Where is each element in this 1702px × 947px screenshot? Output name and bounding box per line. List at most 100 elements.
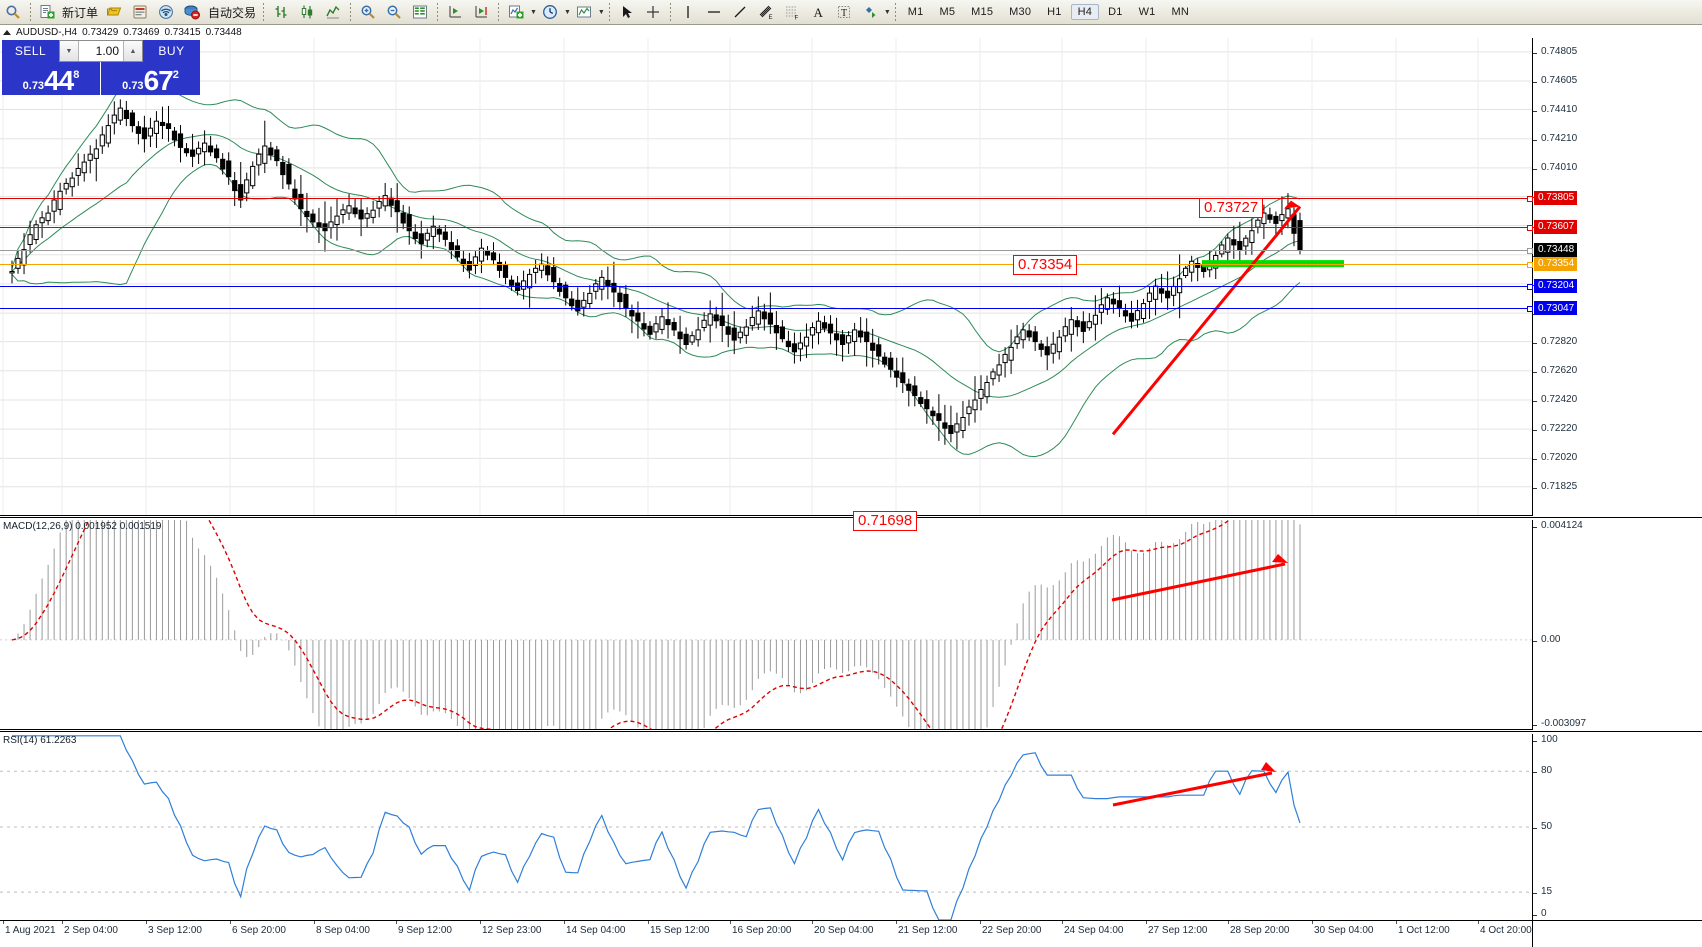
price-annotation[interactable]: 0.71698 — [853, 511, 918, 531]
new-order-icon[interactable] — [35, 1, 59, 23]
equidistant-channel-icon[interactable]: E — [753, 1, 779, 23]
price-level-handle[interactable] — [1527, 224, 1533, 231]
rsi-tick-label: 50 — [1541, 821, 1553, 832]
price-tag[interactable]: 0.73607 — [1534, 219, 1578, 234]
macd-tick: -0.003097 — [1533, 718, 1586, 729]
fibonacci-retracement-icon[interactable]: F — [779, 1, 805, 23]
sell-price-main: 44 — [44, 65, 74, 96]
volume-stepper[interactable]: ▼ 1.00 ▲ — [59, 40, 143, 62]
price-annotation[interactable]: 0.73727 — [1199, 198, 1264, 218]
volume-value[interactable]: 1.00 — [95, 44, 119, 58]
timeframe-button-m30[interactable]: M30 — [1009, 6, 1032, 18]
vertical-line-icon[interactable] — [675, 1, 701, 23]
time-axis-label: 2 Sep 04:00 — [64, 925, 118, 936]
timeframe-button-m15[interactable]: M15 — [971, 6, 994, 18]
timeframe-button-h4[interactable]: H4 — [1070, 4, 1100, 20]
timeframe-button-mn[interactable]: MN — [1171, 6, 1189, 18]
time-axis-label: 9 Sep 12:00 — [398, 925, 452, 936]
price-level-handle[interactable] — [1527, 261, 1533, 268]
price-level-line[interactable] — [0, 247, 1533, 254]
macd-pane[interactable] — [0, 520, 1532, 730]
shapes-icon[interactable] — [857, 1, 883, 23]
toolbar-group-scroll — [442, 0, 494, 25]
price-level-handle[interactable] — [1527, 247, 1533, 254]
timeframe-button-h1[interactable]: H1 — [1047, 6, 1062, 18]
price-tag[interactable]: 0.73354 — [1534, 256, 1578, 271]
price-level-line[interactable] — [0, 195, 1533, 202]
timeframe-button-w1[interactable]: W1 — [1138, 6, 1156, 18]
candlestick-chart-icon[interactable] — [294, 1, 320, 23]
ohlc-high: 0.73469 — [123, 26, 160, 38]
price-tag[interactable]: 0.73204 — [1534, 278, 1578, 293]
one-click-trading-panel: SELL ▼ 1.00 ▲ BUY 0.73 44 8 0.73 67 2 — [2, 40, 200, 95]
price-tag[interactable]: 0.73047 — [1534, 301, 1578, 316]
cursor-icon[interactable] — [614, 1, 640, 23]
rsi-scale[interactable]: 100 80 50 15 0 — [1532, 734, 1702, 920]
crosshair-icon[interactable] — [640, 1, 666, 23]
time-tick — [1478, 921, 1479, 924]
collapse-triangle-icon[interactable] — [3, 29, 11, 35]
auto-scroll-icon[interactable] — [442, 1, 468, 23]
price-level-handle[interactable] — [1527, 306, 1533, 313]
rsi-pane[interactable] — [0, 734, 1532, 920]
horizontal-line-icon[interactable] — [701, 1, 727, 23]
price-level-line[interactable] — [0, 306, 1533, 313]
zoom-in-icon[interactable] — [355, 1, 381, 23]
volume-increase-icon[interactable]: ▲ — [123, 41, 142, 61]
add-indicator-icon[interactable] — [503, 1, 529, 23]
price-level-handle[interactable] — [1527, 283, 1533, 290]
autotrading-icon[interactable] — [179, 1, 205, 23]
sell-button[interactable]: SELL — [2, 40, 59, 62]
templates-icon[interactable] — [571, 1, 597, 23]
price-scale[interactable]: 0.74805 0.74605 0.74410 0.74210 0.74010 0.738… — [1532, 38, 1702, 516]
price-tick: 0.72420 — [1533, 394, 1577, 405]
price-tick-label: 0.74805 — [1541, 45, 1578, 57]
pane-divider-rsi[interactable] — [0, 729, 1702, 732]
time-axis-label: 16 Sep 20:00 — [732, 925, 792, 936]
time-axis-label: 21 Sep 12:00 — [898, 925, 958, 936]
signal-icon[interactable] — [153, 1, 179, 23]
svg-text:E: E — [768, 15, 772, 20]
price-tag[interactable]: 0.73448 — [1534, 242, 1578, 257]
search-icon[interactable] — [0, 1, 26, 23]
text-label-icon[interactable]: T — [831, 1, 857, 23]
price-level-line[interactable] — [0, 283, 1533, 290]
chevron-down-icon[interactable]: ▼ — [883, 8, 891, 16]
chevron-down-icon[interactable]: ▼ — [530, 8, 537, 16]
price-level-handle[interactable] — [1527, 195, 1533, 202]
time-tick — [1228, 921, 1229, 924]
chevron-down-icon[interactable]: ▼ — [563, 8, 571, 16]
periods-clock-icon[interactable] — [537, 1, 563, 23]
data-window-icon[interactable] — [407, 1, 433, 23]
timeframe-button-m1[interactable]: M1 — [907, 6, 924, 18]
sell-price-display[interactable]: 0.73 44 8 — [2, 62, 101, 95]
price-tick-label: 0.74605 — [1541, 75, 1578, 87]
price-level-line[interactable] — [0, 261, 1533, 268]
timeframe-button-d1[interactable]: D1 — [1108, 6, 1123, 18]
toolbar-divider — [608, 3, 610, 21]
volume-decrease-icon[interactable]: ▼ — [60, 41, 79, 61]
time-axis-label: 15 Sep 12:00 — [650, 925, 710, 936]
autotrading-label[interactable]: 自动交易 — [208, 5, 257, 20]
chart-shift-icon[interactable] — [468, 1, 494, 23]
price-tag[interactable]: 0.73805 — [1534, 190, 1578, 205]
time-tick — [146, 921, 147, 924]
buy-button[interactable]: BUY — [143, 40, 200, 62]
zoom-out-icon[interactable] — [381, 1, 407, 23]
chevron-down-icon[interactable]: ▼ — [597, 8, 605, 16]
line-chart-icon[interactable] — [320, 1, 346, 23]
new-order-label[interactable]: 新订单 — [62, 5, 99, 20]
buy-price-display[interactable]: 0.73 67 2 — [101, 62, 200, 95]
price-chart-pane[interactable] — [0, 38, 1533, 516]
text-icon[interactable]: A — [805, 1, 831, 23]
time-axis[interactable]: 1 Aug 2021 2 Sep 04:00 3 Sep 12:00 6 Sep 20… — [0, 920, 1532, 947]
bar-chart-icon[interactable] — [268, 1, 294, 23]
macd-scale[interactable]: 0.004124 0.00 -0.003097 — [1532, 520, 1702, 730]
price-level-line[interactable] — [0, 224, 1533, 231]
trendline-icon[interactable] — [727, 1, 753, 23]
terminal-icon[interactable] — [127, 1, 153, 23]
timeframe-button-m5[interactable]: M5 — [939, 6, 956, 18]
pane-divider-macd[interactable] — [0, 515, 1702, 518]
folder-icon[interactable] — [101, 1, 127, 23]
price-annotation[interactable]: 0.73354 — [1013, 255, 1078, 275]
